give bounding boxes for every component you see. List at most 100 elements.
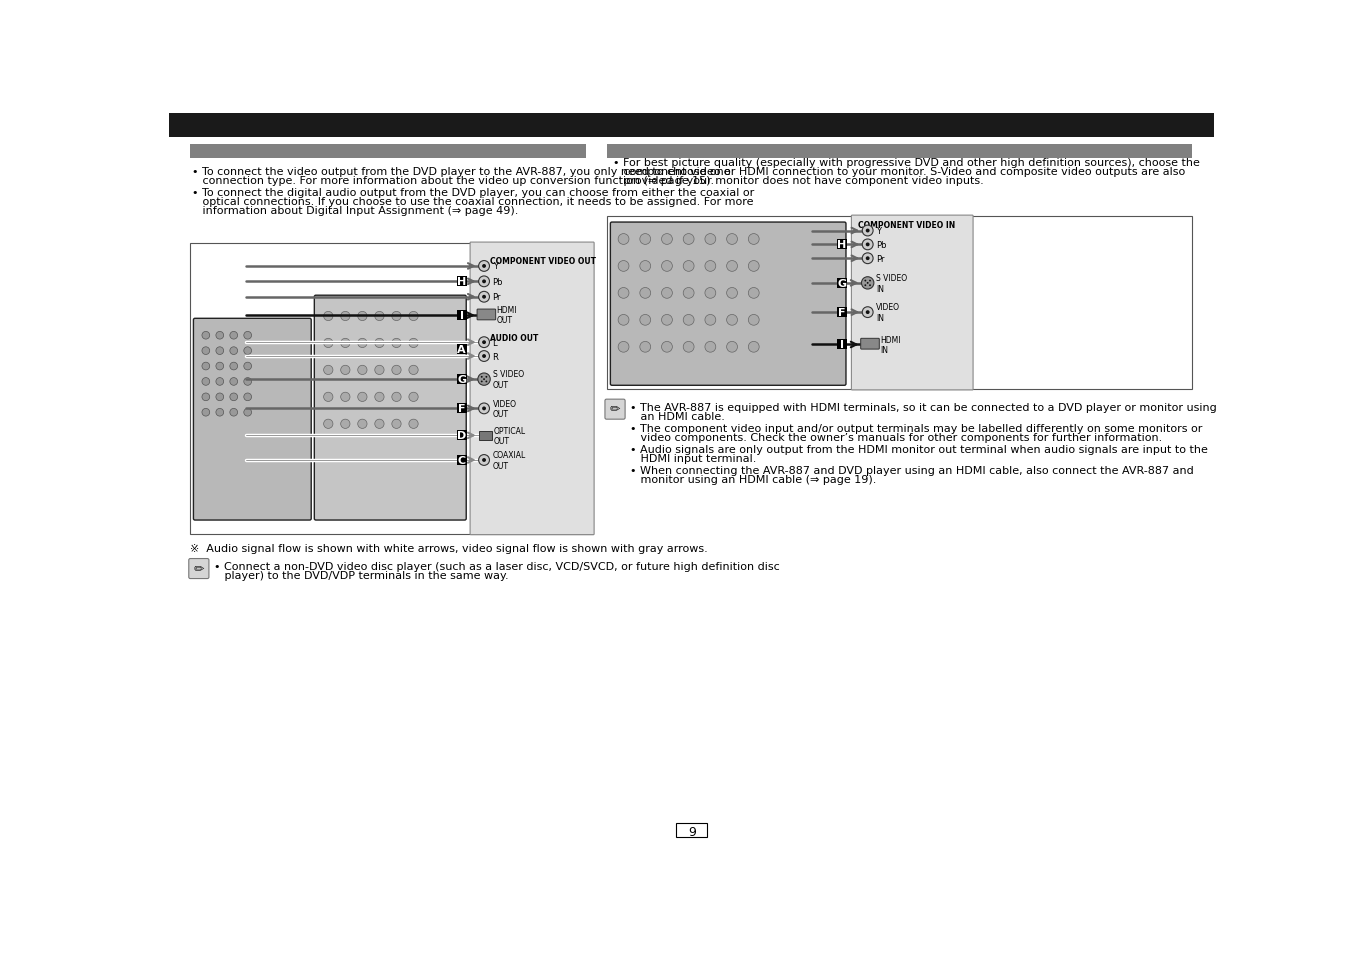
Circle shape bbox=[865, 280, 866, 282]
Circle shape bbox=[391, 393, 401, 402]
Circle shape bbox=[409, 419, 418, 429]
Circle shape bbox=[482, 458, 486, 462]
Circle shape bbox=[482, 280, 486, 284]
Circle shape bbox=[324, 419, 333, 429]
FancyBboxPatch shape bbox=[193, 319, 312, 520]
Circle shape bbox=[391, 312, 401, 321]
Text: HDMI
OUT: HDMI OUT bbox=[496, 305, 517, 325]
Circle shape bbox=[479, 337, 490, 348]
Circle shape bbox=[618, 342, 629, 353]
Circle shape bbox=[706, 234, 716, 245]
Bar bbox=[838, 308, 847, 317]
Circle shape bbox=[229, 363, 237, 371]
Text: Y: Y bbox=[492, 262, 498, 272]
Text: • Connect a non-DVD video disc player (such as a laser disc, VCD/SVCD, or future: • Connect a non-DVD video disc player (s… bbox=[213, 561, 780, 571]
FancyBboxPatch shape bbox=[478, 310, 495, 320]
Text: S VIDEO
IN: S VIDEO IN bbox=[877, 274, 908, 294]
Circle shape bbox=[706, 315, 716, 326]
Circle shape bbox=[866, 230, 870, 233]
Text: Pr: Pr bbox=[492, 293, 500, 302]
Text: ※  Audio signal flow is shown with white arrows, video signal flow is shown with: ※ Audio signal flow is shown with white … bbox=[190, 543, 708, 554]
Text: 9: 9 bbox=[688, 824, 696, 838]
Circle shape bbox=[202, 378, 209, 386]
Circle shape bbox=[357, 339, 367, 348]
Circle shape bbox=[618, 261, 629, 272]
Bar bbox=[676, 823, 707, 838]
Circle shape bbox=[866, 311, 870, 314]
Circle shape bbox=[486, 376, 487, 378]
Bar bbox=[456, 311, 467, 321]
Circle shape bbox=[244, 348, 251, 355]
Bar bbox=[456, 456, 467, 465]
Text: G: G bbox=[838, 278, 847, 289]
Text: G: G bbox=[457, 375, 467, 385]
Circle shape bbox=[375, 339, 384, 348]
Circle shape bbox=[869, 285, 871, 287]
Circle shape bbox=[639, 234, 650, 245]
Circle shape bbox=[618, 315, 629, 326]
Bar bbox=[190, 244, 594, 535]
Text: I: I bbox=[840, 340, 844, 350]
Circle shape bbox=[480, 381, 483, 383]
Bar bbox=[456, 345, 467, 355]
Circle shape bbox=[683, 261, 695, 272]
Circle shape bbox=[749, 288, 759, 299]
Circle shape bbox=[357, 393, 367, 402]
Circle shape bbox=[391, 366, 401, 375]
Circle shape bbox=[661, 342, 672, 353]
Text: VIDEO
IN: VIDEO IN bbox=[877, 303, 900, 322]
Circle shape bbox=[409, 312, 418, 321]
Text: AUDIO OUT: AUDIO OUT bbox=[490, 334, 538, 342]
Text: S VIDEO
OUT: S VIDEO OUT bbox=[492, 370, 523, 390]
Circle shape bbox=[244, 394, 251, 401]
Circle shape bbox=[229, 332, 237, 339]
Circle shape bbox=[229, 348, 237, 355]
Circle shape bbox=[216, 378, 224, 386]
Text: • Audio signals are only output from the HDMI monitor out terminal when audio si: • Audio signals are only output from the… bbox=[630, 444, 1207, 455]
Circle shape bbox=[482, 341, 486, 345]
Circle shape bbox=[324, 312, 333, 321]
Circle shape bbox=[202, 332, 209, 339]
Text: COMPONENT VIDEO IN: COMPONENT VIDEO IN bbox=[858, 220, 955, 230]
FancyBboxPatch shape bbox=[861, 339, 880, 350]
Text: COAXIAL
OUT: COAXIAL OUT bbox=[492, 451, 526, 470]
Circle shape bbox=[486, 381, 487, 383]
Circle shape bbox=[706, 288, 716, 299]
Circle shape bbox=[661, 288, 672, 299]
Text: COMPONENT VIDEO OUT: COMPONENT VIDEO OUT bbox=[490, 256, 596, 266]
Bar bbox=[190, 145, 585, 159]
Circle shape bbox=[202, 409, 209, 416]
Circle shape bbox=[479, 276, 490, 288]
Bar bbox=[456, 375, 467, 385]
Text: Pr: Pr bbox=[877, 254, 885, 263]
Circle shape bbox=[639, 261, 650, 272]
Circle shape bbox=[706, 261, 716, 272]
Circle shape bbox=[727, 342, 738, 353]
Circle shape bbox=[409, 393, 418, 402]
Text: • For best picture quality (especially with progressive DVD and other high defin: • For best picture quality (especially w… bbox=[612, 157, 1199, 168]
Circle shape bbox=[216, 394, 224, 401]
Text: • The component video input and/or output terminals may be labelled differently : • The component video input and/or outpu… bbox=[630, 423, 1202, 434]
Circle shape bbox=[618, 234, 629, 245]
Circle shape bbox=[862, 226, 873, 236]
FancyBboxPatch shape bbox=[851, 216, 973, 391]
Circle shape bbox=[706, 342, 716, 353]
Circle shape bbox=[683, 288, 695, 299]
Text: A: A bbox=[457, 345, 465, 355]
Circle shape bbox=[482, 407, 486, 411]
Circle shape bbox=[727, 234, 738, 245]
Circle shape bbox=[749, 342, 759, 353]
Text: • The AVR-887 is equipped with HDMI terminals, so it can be connected to a DVD p: • The AVR-887 is equipped with HDMI term… bbox=[630, 403, 1217, 413]
Circle shape bbox=[375, 393, 384, 402]
Circle shape bbox=[482, 265, 486, 269]
Circle shape bbox=[862, 277, 874, 290]
Circle shape bbox=[391, 419, 401, 429]
Circle shape bbox=[727, 288, 738, 299]
Circle shape bbox=[661, 315, 672, 326]
Text: H: H bbox=[838, 240, 847, 250]
Text: VIDEO
OUT: VIDEO OUT bbox=[492, 399, 517, 418]
Circle shape bbox=[661, 261, 672, 272]
Text: player) to the DVD/VDP terminals in the same way.: player) to the DVD/VDP terminals in the … bbox=[213, 571, 509, 580]
Circle shape bbox=[324, 366, 333, 375]
Circle shape bbox=[727, 261, 738, 272]
